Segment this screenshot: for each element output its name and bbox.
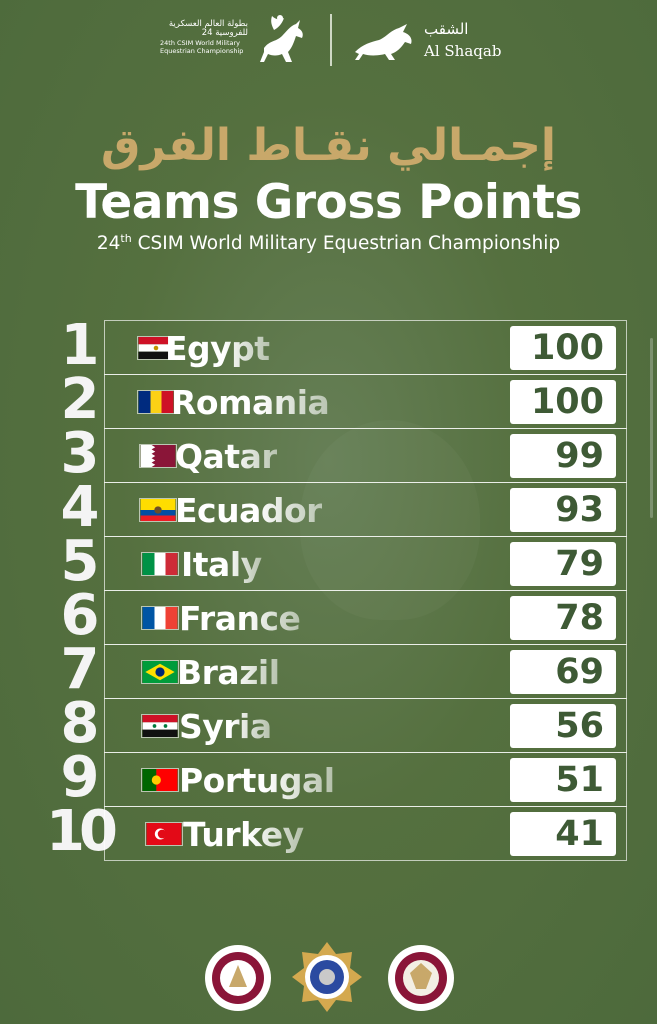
country-name: Italy bbox=[181, 545, 262, 584]
sponsor-name-arabic: الشقب bbox=[424, 20, 469, 38]
points-value: 78 bbox=[510, 596, 616, 640]
syria-flag-icon bbox=[141, 714, 179, 738]
brazil-flag-icon bbox=[141, 660, 179, 684]
rank-number: 9 bbox=[60, 745, 100, 810]
row-frame: Brazil 69 bbox=[104, 644, 627, 699]
country-name: Portugal bbox=[179, 761, 335, 800]
rank-number: 7 bbox=[60, 637, 100, 702]
ecuador-flag-icon bbox=[139, 498, 177, 522]
row-frame: Qatar 99 bbox=[104, 428, 627, 483]
equestrian-logo-icon bbox=[260, 15, 303, 62]
table-row: 1 Egypt 100 bbox=[0, 313, 657, 378]
rank-number: 5 bbox=[60, 529, 100, 594]
military-emblem-left-icon bbox=[205, 945, 271, 1011]
rank-number: 4 bbox=[60, 475, 100, 540]
rank-number: 10 bbox=[46, 799, 118, 864]
table-row: 4 Ecuador 93 bbox=[0, 475, 657, 540]
table-row: 7 Brazil 69 bbox=[0, 637, 657, 702]
event-name-english: 24th CSIM World Military Equestrian Cham… bbox=[160, 39, 244, 55]
rank-number: 8 bbox=[60, 691, 100, 756]
header-divider bbox=[330, 14, 332, 66]
country-name: Romania bbox=[171, 383, 330, 422]
table-row: 5 Italy 79 bbox=[0, 529, 657, 594]
page-title: Teams Gross Points bbox=[75, 175, 582, 230]
table-row: 2 Romania 100 bbox=[0, 367, 657, 432]
qatar-flag-icon bbox=[139, 444, 177, 468]
row-frame: France 78 bbox=[104, 590, 627, 645]
table-row: 6 France 78 bbox=[0, 583, 657, 648]
table-row: 3 Qatar 99 bbox=[0, 421, 657, 486]
row-frame: Ecuador 93 bbox=[104, 482, 627, 537]
military-emblem-right-icon bbox=[388, 945, 454, 1011]
csim-emblem-icon bbox=[292, 942, 362, 1012]
subtitle-number: 24 bbox=[96, 233, 121, 255]
page-title-arabic: إجمـالي نقـاط الفرق bbox=[101, 120, 556, 171]
rank-number: 2 bbox=[60, 367, 100, 432]
france-flag-icon bbox=[141, 606, 179, 630]
points-value: 56 bbox=[510, 704, 616, 748]
table-row: 10 Turkey 41 bbox=[0, 799, 657, 864]
points-value: 41 bbox=[510, 812, 616, 856]
country-name: Qatar bbox=[175, 437, 278, 476]
country-name: Ecuador bbox=[175, 491, 322, 530]
rank-number: 3 bbox=[60, 421, 100, 486]
row-frame: Syria 56 bbox=[104, 698, 627, 753]
event-name-arabic: بطولة العالم العسكرية للفروسية 24 bbox=[168, 19, 248, 38]
points-value: 51 bbox=[510, 758, 616, 802]
table-row: 9 Portugal 51 bbox=[0, 745, 657, 810]
sponsor-name-english: Al Shaqab bbox=[424, 42, 502, 60]
page-subtitle: 24th CSIM World Military Equestrian Cham… bbox=[0, 232, 657, 254]
rank-number: 1 bbox=[60, 313, 100, 378]
row-frame: Turkey 41 bbox=[104, 806, 627, 861]
country-name: Syria bbox=[179, 707, 272, 746]
points-value: 99 bbox=[510, 434, 616, 478]
romania-flag-icon bbox=[137, 390, 175, 414]
row-frame: Portugal 51 bbox=[104, 752, 627, 807]
egypt-flag-icon bbox=[137, 336, 175, 360]
country-name: Turkey bbox=[183, 815, 304, 854]
row-frame: Egypt 100 bbox=[104, 320, 627, 375]
subtitle-text: CSIM World Military Equestrian Champions… bbox=[131, 233, 561, 255]
turkey-flag-icon bbox=[145, 822, 183, 846]
points-value: 79 bbox=[510, 542, 616, 586]
country-name: Egypt bbox=[165, 329, 270, 368]
portugal-flag-icon bbox=[141, 768, 179, 792]
row-frame: Italy 79 bbox=[104, 536, 627, 591]
points-value: 93 bbox=[510, 488, 616, 532]
points-value: 100 bbox=[510, 326, 616, 370]
country-name: France bbox=[179, 599, 301, 638]
points-value: 100 bbox=[510, 380, 616, 424]
header: بطولة العالم العسكرية للفروسية 24 24th C… bbox=[0, 6, 657, 68]
italy-flag-icon bbox=[141, 552, 179, 576]
al-shaqab-horse-icon bbox=[355, 24, 412, 60]
country-name: Brazil bbox=[177, 653, 280, 692]
table-row: 8 Syria 56 bbox=[0, 691, 657, 756]
row-frame: Romania 100 bbox=[104, 374, 627, 429]
subtitle-ordinal: th bbox=[120, 232, 132, 245]
rank-number: 6 bbox=[60, 583, 100, 648]
scrollbar[interactable] bbox=[650, 338, 653, 518]
points-value: 69 bbox=[510, 650, 616, 694]
